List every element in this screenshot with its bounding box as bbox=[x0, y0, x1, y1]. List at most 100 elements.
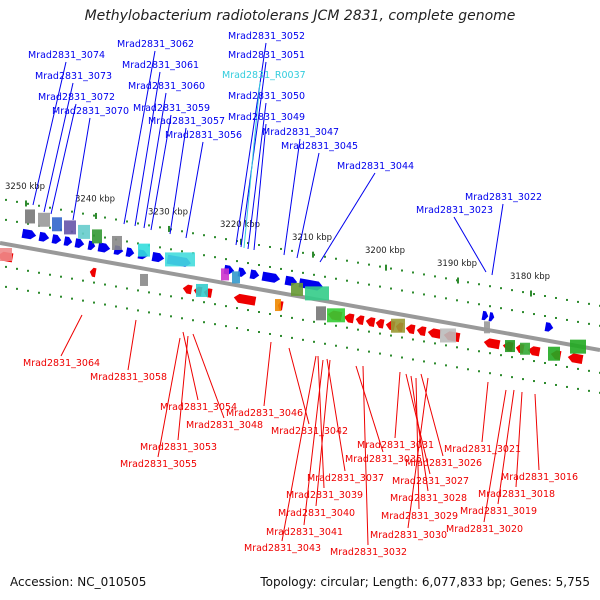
top-gene-label: Mrad2831_3044 bbox=[337, 161, 414, 172]
top-leader-line bbox=[296, 152, 320, 259]
bottom-gene-label: Mrad2831_3043 bbox=[244, 543, 321, 554]
bottom-leader-line bbox=[355, 365, 384, 453]
feature-box bbox=[196, 283, 208, 297]
feature-box bbox=[505, 340, 515, 353]
top-leader-line bbox=[72, 117, 91, 221]
bottom-gene-label: Mrad2831_3064 bbox=[23, 358, 100, 369]
top-leader-line bbox=[253, 123, 267, 251]
bottom-gene-label: Mrad2831_3030 bbox=[370, 530, 447, 541]
forward-gene-arrow bbox=[151, 252, 165, 263]
bottom-gene-label: Mrad2831_3020 bbox=[446, 524, 523, 535]
kbp-label: 3180 kbp bbox=[510, 272, 550, 282]
bottom-leader-line bbox=[394, 371, 401, 439]
top-gene-label: Mrad2831_3073 bbox=[35, 71, 112, 82]
bottom-leader-line bbox=[263, 341, 272, 407]
bottom-leader-line bbox=[177, 335, 189, 441]
bottom-leader-line bbox=[315, 359, 331, 507]
top-gene-label: Mrad2831_3057 bbox=[148, 116, 225, 127]
kbp-tick bbox=[312, 251, 314, 258]
kbp-tick bbox=[168, 225, 170, 232]
reverse-gene-arrow bbox=[527, 346, 541, 357]
bottom-gene-label: Mrad2831_3055 bbox=[120, 459, 197, 470]
bottom-gene-label: Mrad2831_3037 bbox=[307, 473, 384, 484]
top-leader-line bbox=[143, 92, 167, 229]
feature-box bbox=[316, 306, 326, 321]
bottom-gene-label: Mrad2831_3058 bbox=[90, 372, 167, 383]
top-leader-line bbox=[235, 42, 267, 246]
bottom-gene-label: Mrad2831_3027 bbox=[392, 476, 469, 487]
feature-box bbox=[165, 252, 195, 267]
top-gene-label: Mrad2831_3045 bbox=[281, 141, 358, 152]
top-gene-label: Mrad2831_3051 bbox=[228, 50, 305, 61]
top-gene-label: Mrad2831_3022 bbox=[465, 192, 542, 203]
accession-text: Accession: NC_010505 bbox=[10, 575, 147, 589]
reverse-gene-arrow bbox=[365, 317, 376, 327]
map-tracks: 3250 kbp 3240 kbp 3230 kbp 3220 kbp 3210 kbp… bbox=[0, 182, 600, 394]
forward-gene-arrow bbox=[544, 322, 554, 332]
top-leader-line bbox=[43, 82, 74, 213]
bottom-leader-line bbox=[515, 391, 523, 488]
feature-box bbox=[38, 212, 50, 227]
forward-gene-arrow bbox=[261, 271, 281, 283]
feature-box bbox=[140, 273, 148, 286]
kbp-tick bbox=[25, 200, 27, 207]
bottom-gene-label: Mrad2831_3040 bbox=[278, 508, 355, 519]
top-gene-label: Mrad2831_3047 bbox=[262, 127, 339, 138]
top-leader-line bbox=[453, 216, 487, 273]
top-gene-label: Mrad2831_3062 bbox=[117, 39, 194, 50]
reverse-gene-arrow bbox=[355, 315, 365, 325]
top-leader-line bbox=[491, 203, 504, 276]
kbp-tick bbox=[385, 264, 387, 271]
feature-box bbox=[92, 229, 102, 244]
feature-box bbox=[391, 318, 405, 333]
feature-box bbox=[440, 328, 456, 343]
bottom-gene-label: Mrad2831_3028 bbox=[390, 493, 467, 504]
kbp-tick bbox=[95, 212, 97, 219]
forward-gene-arrow bbox=[249, 269, 260, 280]
bottom-leader-line bbox=[362, 365, 369, 546]
bottom-leader-line bbox=[326, 358, 346, 472]
forward-gene-arrow bbox=[488, 312, 495, 322]
bottom-leader-line bbox=[481, 381, 489, 443]
feature-box bbox=[112, 235, 122, 250]
bottom-gene-label: Mrad2831_3016 bbox=[501, 472, 578, 483]
top-leader-line bbox=[123, 50, 156, 225]
feature-box bbox=[484, 321, 490, 334]
top-gene-label: Mrad2831_3070 bbox=[52, 106, 129, 117]
bottom-leader-line bbox=[317, 355, 325, 489]
kbp-tick bbox=[530, 290, 532, 297]
forward-gene-arrow bbox=[21, 228, 37, 240]
reverse-gene-arrow bbox=[233, 293, 257, 306]
feature-box bbox=[221, 268, 229, 281]
bottom-leader-line bbox=[182, 331, 199, 401]
bottom-leader-line bbox=[192, 333, 225, 419]
top-leader-line bbox=[134, 71, 161, 227]
genome-backbone bbox=[0, 241, 600, 352]
map-title: Methylobacterium radiotolerans JCM 2831,… bbox=[84, 8, 516, 24]
bottom-gene-label: Mrad2831_3039 bbox=[286, 490, 363, 501]
top-gene-label: Mrad2831_R0037 bbox=[222, 70, 306, 81]
kbp-label: 3190 kbp bbox=[437, 259, 477, 269]
forward-gene-arrow bbox=[38, 231, 50, 242]
forward-gene-arrow bbox=[481, 310, 489, 321]
bottom-label-group: Mrad2831_3064Mrad2831_3058Mrad2831_3054M… bbox=[23, 314, 578, 558]
bottom-gene-label: Mrad2831_3035 bbox=[345, 454, 422, 465]
top-leader-line bbox=[150, 114, 172, 231]
feature-box bbox=[570, 339, 586, 354]
feature-box bbox=[305, 286, 329, 301]
top-gene-label: Mrad2831_3060 bbox=[128, 81, 205, 92]
bottom-gene-label: Mrad2831_3029 bbox=[381, 511, 458, 522]
top-leader-line bbox=[243, 81, 261, 249]
genome-summary: Topology: circular; Length: 6,077,833 bp… bbox=[260, 575, 590, 589]
top-gene-label: Mrad2831_3050 bbox=[228, 91, 305, 102]
top-leader-line bbox=[247, 102, 267, 250]
top-leader-line bbox=[283, 138, 301, 256]
top-gene-label: Mrad2831_3023 bbox=[416, 205, 493, 216]
bottom-leader-line bbox=[497, 389, 515, 505]
feature-box bbox=[78, 224, 90, 239]
outer-tick-row-bottom bbox=[5, 285, 600, 394]
top-leader-line bbox=[32, 61, 67, 206]
kbp-label: 3200 kbp bbox=[365, 246, 405, 256]
